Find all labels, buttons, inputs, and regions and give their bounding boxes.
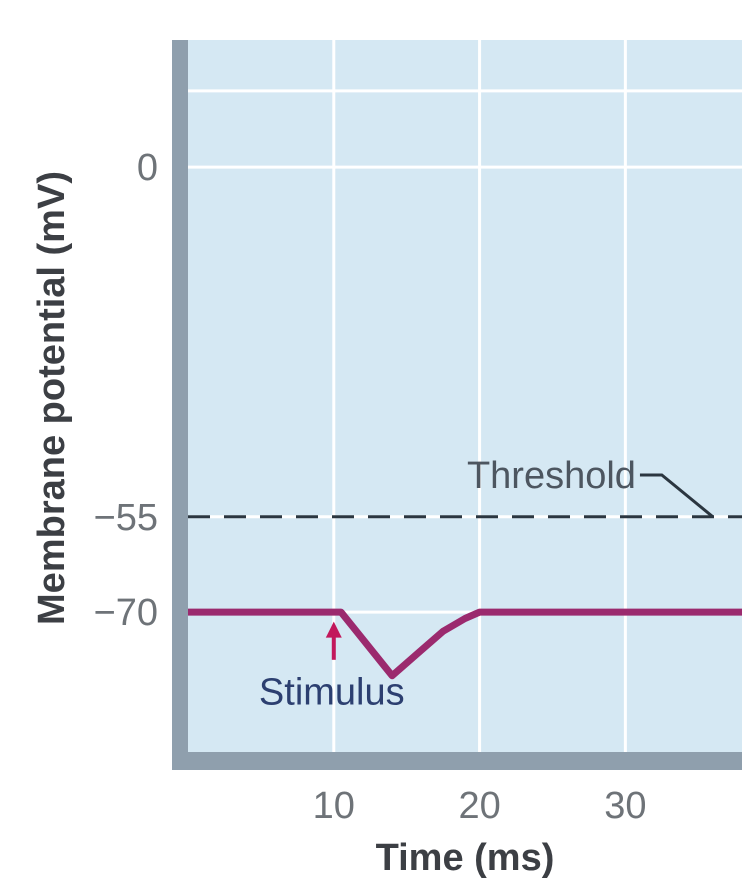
plot-background [188, 40, 742, 752]
series-group [188, 608, 742, 680]
plot-frame-bottom [172, 752, 742, 770]
plot-frame-left [172, 40, 188, 770]
membrane-potential-line [188, 608, 742, 680]
y-tick-label-minus55: −55 [94, 497, 158, 539]
y-axis-title: Membrane potential (mV) [31, 171, 73, 625]
x-tick-label-30: 30 [604, 785, 646, 827]
threshold-label: Threshold [467, 455, 636, 497]
stimulus-arrow-head [325, 621, 342, 638]
x-tick-label-10: 10 [313, 785, 355, 827]
stimulus-group [325, 621, 342, 660]
threshold-group [188, 473, 742, 519]
y-tick-label-minus70: −70 [94, 592, 158, 634]
stimulus-label: Stimulus [259, 672, 405, 714]
threshold-leader-line [639, 473, 714, 518]
x-axis-title: Time (ms) [376, 837, 555, 879]
y-tick-label-0: 0 [137, 147, 158, 189]
x-tick-label-20: 20 [458, 785, 500, 827]
